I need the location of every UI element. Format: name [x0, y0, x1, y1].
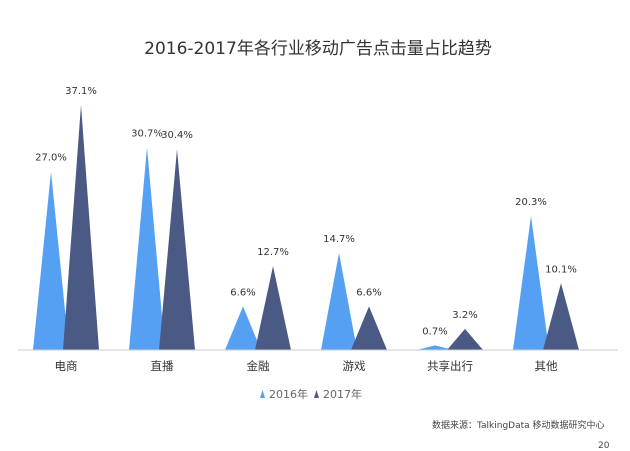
- value-labels-group: 27.0% 37.1% 30.7%30.4% 6.6% 12.7% 14.7% 6.6% 0.…: [35, 86, 577, 337]
- bar-2016-5: [513, 215, 549, 350]
- value-label-2016-1: 30.7%: [131, 128, 163, 139]
- legend-marker-2017: [314, 390, 319, 398]
- bar-2016-2: [225, 306, 261, 350]
- bar-2017-0: [63, 105, 99, 350]
- legend-marker-2016: [260, 390, 265, 398]
- value-label-2016-2: 6.6%: [230, 287, 255, 298]
- category-label-3: 游戏: [343, 359, 366, 373]
- category-label-4: 共享出行: [427, 359, 473, 373]
- bar-2016-3: [321, 252, 357, 350]
- chart-title: 2016-2017年各行业移动广告点击量占比趋势: [144, 39, 492, 59]
- category-label-5: 其他: [535, 359, 558, 373]
- source-note: 数据来源：TalkingData 移动数据研究中心: [432, 419, 605, 431]
- category-label-2: 金融: [247, 359, 270, 373]
- value-label-2016-5: 20.3%: [515, 197, 547, 208]
- legend: 2016年 2017年: [260, 387, 362, 401]
- bar-2017-2: [255, 266, 291, 350]
- value-label-2017-3: 6.6%: [356, 287, 381, 298]
- value-label-2017-2: 12.7%: [257, 247, 289, 258]
- bar-2017-4: [447, 328, 483, 350]
- value-label-2017-5: 10.1%: [545, 264, 577, 275]
- bar-2016-0: [33, 171, 69, 350]
- bar-2016-1: [129, 147, 165, 350]
- value-label-2016-0: 27.0%: [35, 153, 67, 164]
- bar-2017-5: [543, 283, 579, 350]
- value-label-2017-1: 30.4%: [161, 130, 193, 141]
- value-label-2016-4: 0.7%: [422, 326, 447, 337]
- value-label-2017-0: 37.1%: [65, 86, 97, 97]
- value-label-2016-3: 14.7%: [323, 234, 355, 245]
- bar-2017-1: [159, 149, 195, 350]
- bar-2017-3: [351, 306, 387, 350]
- legend-label-2016: 2016年: [269, 387, 308, 401]
- category-labels-group: 电商 直播 金融 游戏 共享出行 其他: [55, 359, 558, 373]
- bars-group: [33, 105, 579, 350]
- category-label-1: 直播: [151, 359, 174, 373]
- bar-2016-4: [417, 345, 453, 350]
- page-number: 20: [598, 441, 610, 451]
- category-label-0: 电商: [55, 359, 78, 373]
- legend-label-2017: 2017年: [323, 387, 362, 401]
- value-label-2017-4: 3.2%: [452, 310, 477, 321]
